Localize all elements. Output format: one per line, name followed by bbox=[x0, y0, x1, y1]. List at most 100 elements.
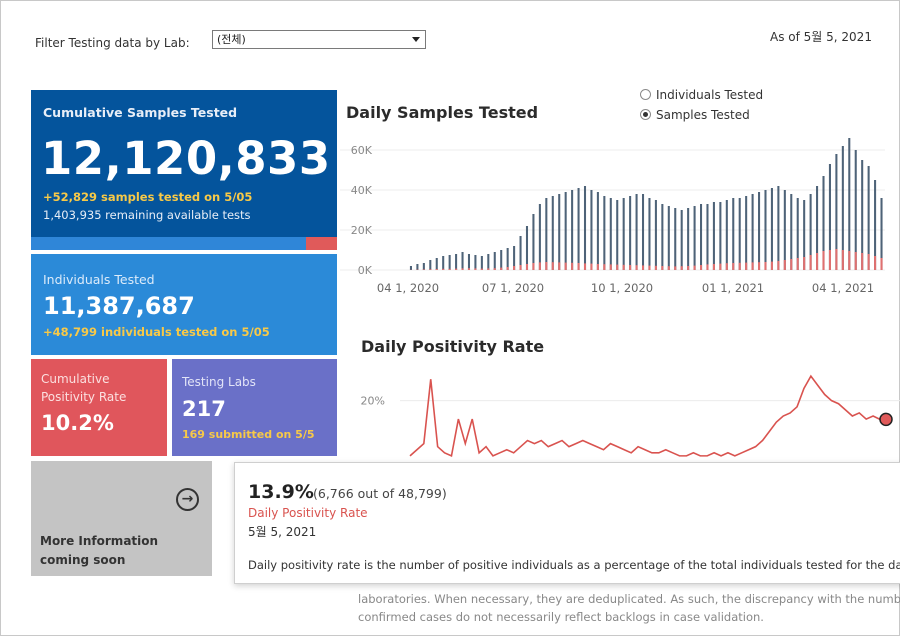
samples-bar[interactable] bbox=[538, 204, 541, 270]
positive-samples-bar[interactable] bbox=[500, 267, 503, 270]
positive-samples-bar[interactable] bbox=[712, 264, 715, 270]
samples-bar[interactable] bbox=[409, 266, 412, 270]
positive-samples-bar[interactable] bbox=[867, 254, 870, 270]
samples-bar[interactable] bbox=[654, 200, 657, 270]
samples-bar[interactable] bbox=[738, 198, 741, 270]
positive-samples-bar[interactable] bbox=[828, 250, 831, 270]
arrow-right-circle-icon[interactable]: → bbox=[176, 488, 199, 511]
samples-bar[interactable] bbox=[764, 190, 767, 270]
positive-samples-bar[interactable] bbox=[467, 268, 471, 270]
toggle-individuals-tested[interactable]: Individuals Tested bbox=[640, 88, 763, 102]
samples-bar[interactable] bbox=[835, 154, 838, 270]
positive-samples-bar[interactable] bbox=[770, 261, 773, 270]
samples-bar[interactable] bbox=[725, 200, 728, 270]
positive-samples-bar[interactable] bbox=[629, 265, 632, 270]
positive-samples-bar[interactable] bbox=[816, 253, 819, 270]
positive-samples-bar[interactable] bbox=[493, 268, 496, 270]
more-information-card[interactable]: → More Information coming soon bbox=[31, 461, 212, 576]
positive-samples-bar[interactable] bbox=[519, 265, 522, 270]
samples-bar[interactable] bbox=[551, 196, 554, 270]
positive-samples-bar[interactable] bbox=[848, 251, 851, 270]
positive-samples-bar[interactable] bbox=[738, 262, 741, 270]
samples-bar[interactable] bbox=[661, 204, 664, 270]
positive-samples-bar[interactable] bbox=[622, 264, 625, 270]
samples-bar[interactable] bbox=[500, 250, 503, 270]
positive-samples-bar[interactable] bbox=[480, 268, 483, 270]
samples-bar[interactable] bbox=[571, 190, 574, 270]
samples-bar[interactable] bbox=[416, 264, 419, 270]
positive-samples-bar[interactable] bbox=[654, 265, 657, 270]
selected-point-marker[interactable] bbox=[879, 412, 893, 427]
radio-samples[interactable] bbox=[640, 109, 651, 120]
samples-bar[interactable] bbox=[874, 180, 877, 270]
samples-bar[interactable] bbox=[719, 202, 722, 270]
samples-bar[interactable] bbox=[822, 176, 825, 270]
samples-bar[interactable] bbox=[525, 226, 529, 270]
positive-samples-bar[interactable] bbox=[435, 269, 438, 270]
positive-samples-bar[interactable] bbox=[616, 264, 619, 270]
samples-bar[interactable] bbox=[693, 206, 696, 270]
samples-bar[interactable] bbox=[532, 214, 535, 270]
positive-samples-bar[interactable] bbox=[822, 251, 825, 270]
samples-bar[interactable] bbox=[629, 196, 632, 270]
samples-bar[interactable] bbox=[848, 138, 851, 270]
positive-samples-bar[interactable] bbox=[583, 263, 587, 270]
samples-bar[interactable] bbox=[828, 164, 831, 270]
positive-samples-bar[interactable] bbox=[545, 262, 548, 270]
positive-samples-bar[interactable] bbox=[687, 266, 690, 270]
samples-bar[interactable] bbox=[854, 150, 857, 270]
samples-bar[interactable] bbox=[783, 190, 786, 270]
positive-samples-bar[interactable] bbox=[422, 269, 425, 270]
samples-bar[interactable] bbox=[861, 160, 864, 270]
samples-bar[interactable] bbox=[545, 198, 548, 270]
positive-samples-bar[interactable] bbox=[635, 265, 638, 270]
positive-samples-bar[interactable] bbox=[442, 268, 445, 270]
samples-bar[interactable] bbox=[674, 208, 677, 270]
samples-bar[interactable] bbox=[680, 210, 683, 270]
samples-bar[interactable] bbox=[590, 190, 593, 270]
positive-samples-bar[interactable] bbox=[874, 256, 877, 270]
positive-samples-bar[interactable] bbox=[571, 262, 574, 270]
positive-samples-bar[interactable] bbox=[596, 264, 599, 270]
positive-samples-bar[interactable] bbox=[513, 266, 516, 270]
samples-bar[interactable] bbox=[816, 186, 819, 270]
positive-samples-bar[interactable] bbox=[854, 252, 857, 270]
samples-bar[interactable] bbox=[751, 194, 754, 270]
positive-samples-bar[interactable] bbox=[551, 262, 554, 270]
samples-bar[interactable] bbox=[564, 192, 567, 270]
positive-samples-bar[interactable] bbox=[506, 267, 509, 270]
positive-samples-bar[interactable] bbox=[777, 261, 780, 270]
positive-samples-bar[interactable] bbox=[700, 265, 703, 270]
positive-samples-bar[interactable] bbox=[706, 264, 709, 270]
samples-bar[interactable] bbox=[493, 252, 496, 270]
positive-samples-bar[interactable] bbox=[448, 268, 451, 270]
positive-samples-bar[interactable] bbox=[577, 263, 580, 270]
positive-samples-bar[interactable] bbox=[693, 265, 696, 270]
samples-bar[interactable] bbox=[803, 200, 806, 270]
samples-bar[interactable] bbox=[558, 194, 561, 270]
positive-samples-bar[interactable] bbox=[487, 268, 490, 270]
positive-samples-bar[interactable] bbox=[525, 264, 529, 270]
positive-samples-bar[interactable] bbox=[680, 266, 683, 270]
positive-samples-bar[interactable] bbox=[861, 253, 864, 270]
positive-samples-bar[interactable] bbox=[719, 263, 722, 270]
samples-bar[interactable] bbox=[700, 204, 703, 270]
samples-bar[interactable] bbox=[770, 188, 773, 270]
samples-bar[interactable] bbox=[461, 252, 464, 270]
samples-bar[interactable] bbox=[796, 198, 799, 270]
samples-bar[interactable] bbox=[667, 206, 670, 270]
positive-samples-bar[interactable] bbox=[461, 268, 464, 270]
samples-bar[interactable] bbox=[790, 194, 793, 270]
positive-samples-bar[interactable] bbox=[790, 259, 793, 270]
samples-bar[interactable] bbox=[480, 256, 483, 270]
samples-bar[interactable] bbox=[487, 254, 490, 270]
samples-bar[interactable] bbox=[732, 198, 735, 270]
samples-bar[interactable] bbox=[712, 202, 715, 270]
positive-samples-bar[interactable] bbox=[732, 263, 735, 270]
positive-samples-bar[interactable] bbox=[674, 266, 677, 270]
samples-bar[interactable] bbox=[448, 255, 451, 270]
positive-samples-bar[interactable] bbox=[661, 266, 664, 270]
samples-bar[interactable] bbox=[422, 263, 425, 270]
samples-bar[interactable] bbox=[603, 196, 606, 270]
positive-samples-bar[interactable] bbox=[745, 262, 748, 270]
